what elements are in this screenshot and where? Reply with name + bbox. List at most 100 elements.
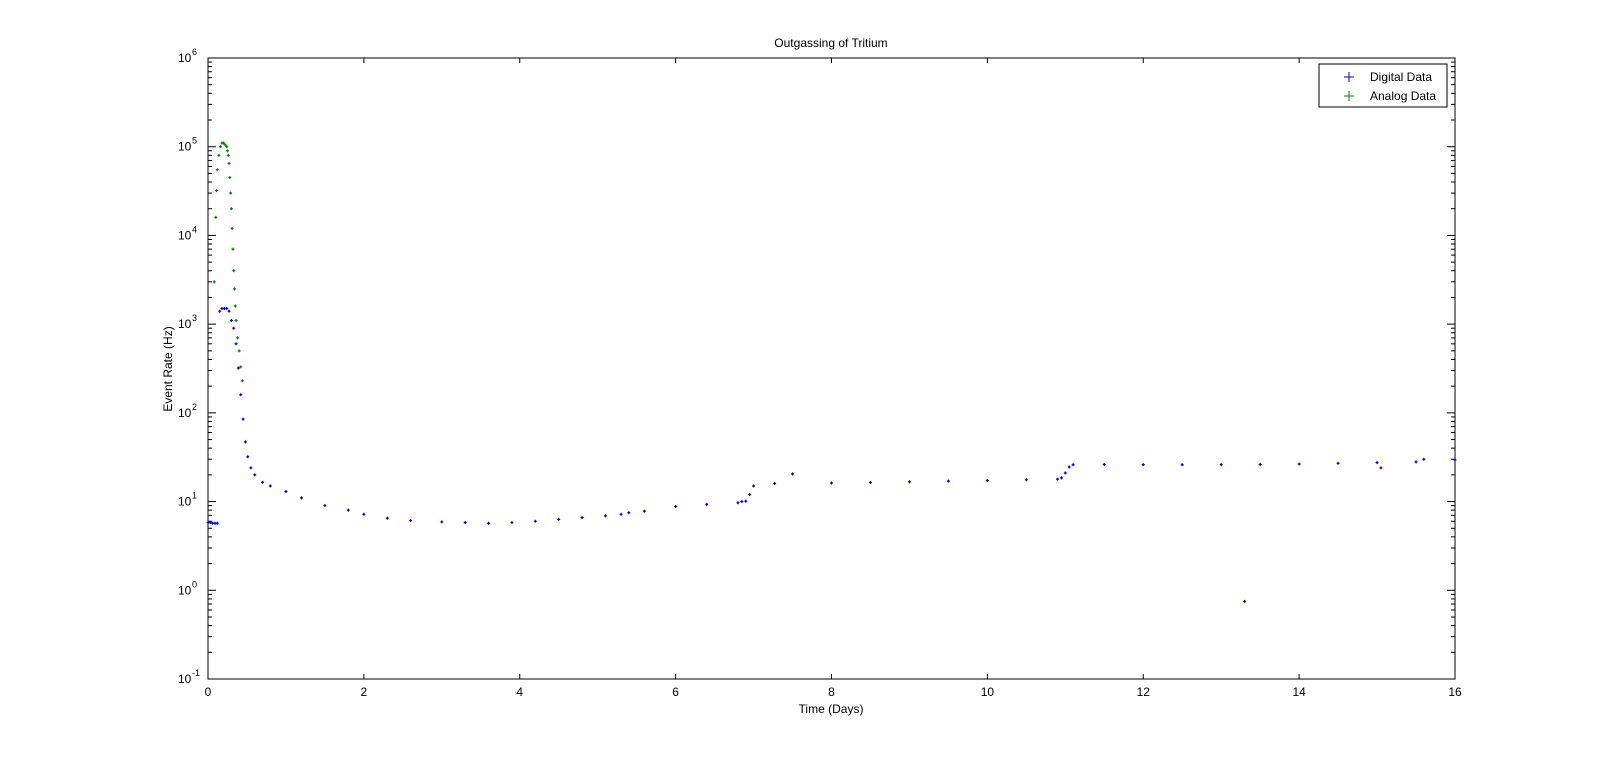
y-tick-label-exp: -1 [192, 668, 200, 678]
data-point [218, 309, 222, 313]
y-tick-label-base: 10 [178, 406, 192, 420]
data-point [232, 326, 236, 330]
data-point [580, 516, 584, 520]
x-tick-label: 6 [672, 685, 679, 699]
data-point [362, 512, 366, 516]
data-point [227, 161, 231, 165]
data-point [268, 484, 272, 488]
data-point [218, 145, 222, 149]
data-point [249, 466, 253, 470]
data-point [1297, 462, 1301, 466]
data-point [510, 521, 514, 525]
x-tick-label: 10 [981, 685, 995, 699]
data-point [228, 175, 232, 179]
data-points [206, 141, 1457, 603]
data-point [1219, 463, 1223, 467]
y-tick-label-exp: 6 [192, 47, 197, 57]
data-point [253, 473, 257, 477]
data-point [1063, 471, 1067, 475]
data-point [239, 365, 243, 369]
data-point [234, 318, 238, 322]
data-point [463, 521, 467, 525]
data-point [619, 512, 623, 516]
data-point [1336, 461, 1340, 465]
data-point [946, 479, 950, 483]
data-point [234, 342, 238, 346]
data-point [752, 484, 756, 488]
data-point [791, 472, 795, 476]
data-point [226, 153, 230, 157]
legend-marker-analog [1344, 91, 1354, 101]
data-point [487, 521, 491, 525]
data-point [557, 517, 561, 521]
data-point [533, 519, 537, 523]
data-point [1059, 476, 1063, 480]
data-point [642, 509, 646, 513]
data-point [440, 520, 444, 524]
data-point [215, 521, 219, 525]
data-point [233, 304, 237, 308]
data-point [985, 478, 989, 482]
y-tick-label-base: 10 [178, 495, 192, 509]
data-point [1102, 462, 1106, 466]
data-point [1180, 463, 1184, 467]
data-point [385, 516, 389, 520]
y-tick-label-base: 10 [178, 583, 192, 597]
y-tick-label-exp: 4 [192, 224, 197, 234]
data-point [830, 481, 833, 485]
data-point [240, 379, 244, 383]
data-point [744, 499, 748, 503]
data-point [627, 511, 631, 515]
x-tick-label: 4 [516, 685, 523, 699]
data-point [1071, 463, 1075, 467]
data-point [239, 393, 243, 397]
data-point [229, 318, 233, 322]
data-point [740, 500, 744, 504]
y-tick-label-base: 10 [178, 228, 192, 242]
data-point [1067, 465, 1071, 469]
data-point [1453, 458, 1457, 462]
data-point [215, 189, 219, 193]
data-point [225, 149, 229, 153]
x-tick-label: 0 [205, 685, 212, 699]
data-point [261, 480, 265, 484]
data-point [225, 307, 229, 311]
data-point [1375, 461, 1379, 465]
data-point [230, 226, 234, 230]
series-0-points [206, 307, 1457, 603]
data-point [243, 440, 247, 444]
data-point [227, 309, 231, 313]
legend-box [1318, 63, 1448, 108]
data-point [215, 168, 219, 172]
data-point [229, 207, 233, 211]
x-tick-label: 16 [1448, 685, 1462, 699]
data-point [1141, 463, 1145, 467]
data-point [300, 496, 304, 500]
data-point [603, 514, 607, 518]
data-point [225, 145, 229, 149]
y-tick-label-base: 10 [178, 140, 192, 154]
chart-title: Outgassing of Tritium [774, 36, 887, 50]
x-axis: 0 2 4 6 8 10 12 14 16 [205, 58, 1462, 699]
data-point [232, 287, 236, 291]
data-point [736, 501, 740, 505]
data-point [1414, 460, 1418, 464]
y-tick-label-base: 10 [178, 317, 192, 331]
data-point [1243, 599, 1247, 603]
data-point [208, 521, 212, 525]
data-point [231, 247, 235, 251]
data-point [907, 480, 911, 484]
data-point [1024, 478, 1028, 482]
data-point [748, 493, 752, 497]
x-axis-title: Time (Days) [799, 702, 864, 716]
plot-area [207, 57, 1456, 680]
data-point [223, 143, 227, 147]
y-tick-label-exp: 2 [192, 402, 197, 412]
data-point [237, 349, 241, 353]
data-point [214, 215, 218, 219]
data-point [246, 455, 250, 459]
y-tick-label-base: 10 [178, 51, 192, 65]
data-point [241, 417, 245, 421]
